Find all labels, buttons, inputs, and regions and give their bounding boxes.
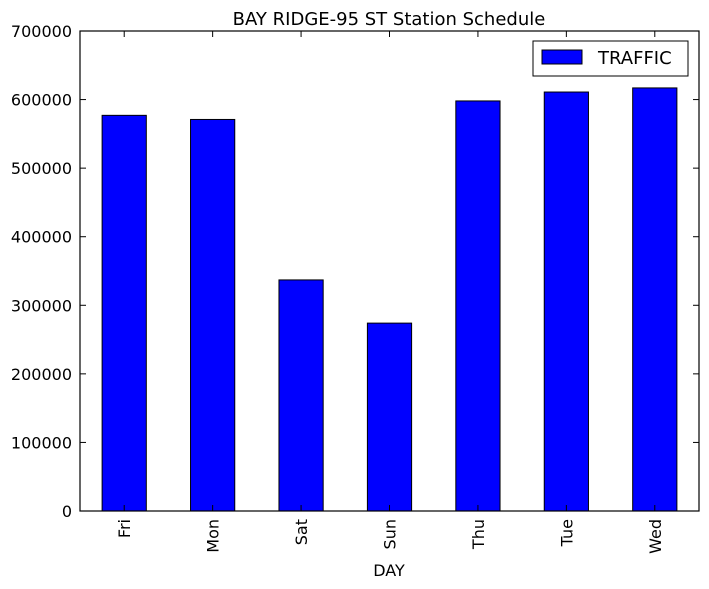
x-tick-label-mon: Mon: [204, 519, 223, 553]
y-tick-label: 300000: [11, 296, 72, 315]
x-axis-label: DAY: [373, 561, 405, 580]
bar-wed: [632, 87, 678, 512]
y-tick-label: 400000: [11, 228, 72, 247]
bar-mon: [190, 118, 236, 512]
bar-sun: [366, 322, 413, 512]
x-tick-label-sat: Sat: [292, 519, 311, 545]
y-tick-label: 700000: [11, 22, 72, 41]
legend-swatch: [541, 49, 583, 65]
x-tick-label-tue: Tue: [557, 519, 576, 547]
x-tick-label-thu: Thu: [469, 519, 488, 550]
bars-group: [101, 87, 678, 512]
y-tick-label: 500000: [11, 159, 72, 178]
x-axis: Fri Mon Sat Sun Thu Tue Wed: [115, 31, 665, 554]
chart-title: BAY RIDGE-95 ST Station Schedule: [233, 9, 546, 30]
bar-fri: [101, 114, 147, 512]
bar-tue: [543, 91, 589, 512]
x-tick-label-fri: Fri: [115, 519, 134, 538]
legend-label: TRAFFIC: [597, 48, 672, 69]
y-tick-label: 0: [62, 502, 72, 521]
y-axis: 0 100000 200000 300000 400000 500000 600000 700…: [11, 22, 699, 521]
y-tick-label: 200000: [11, 365, 72, 384]
y-tick-label: 100000: [11, 433, 72, 452]
bar-sat: [278, 279, 324, 512]
y-tick-label: 600000: [11, 91, 72, 110]
x-tick-label-wed: Wed: [646, 519, 665, 554]
bar-thu: [455, 100, 501, 512]
legend: TRAFFIC: [532, 40, 689, 77]
x-tick-label-sun: Sun: [381, 519, 400, 549]
